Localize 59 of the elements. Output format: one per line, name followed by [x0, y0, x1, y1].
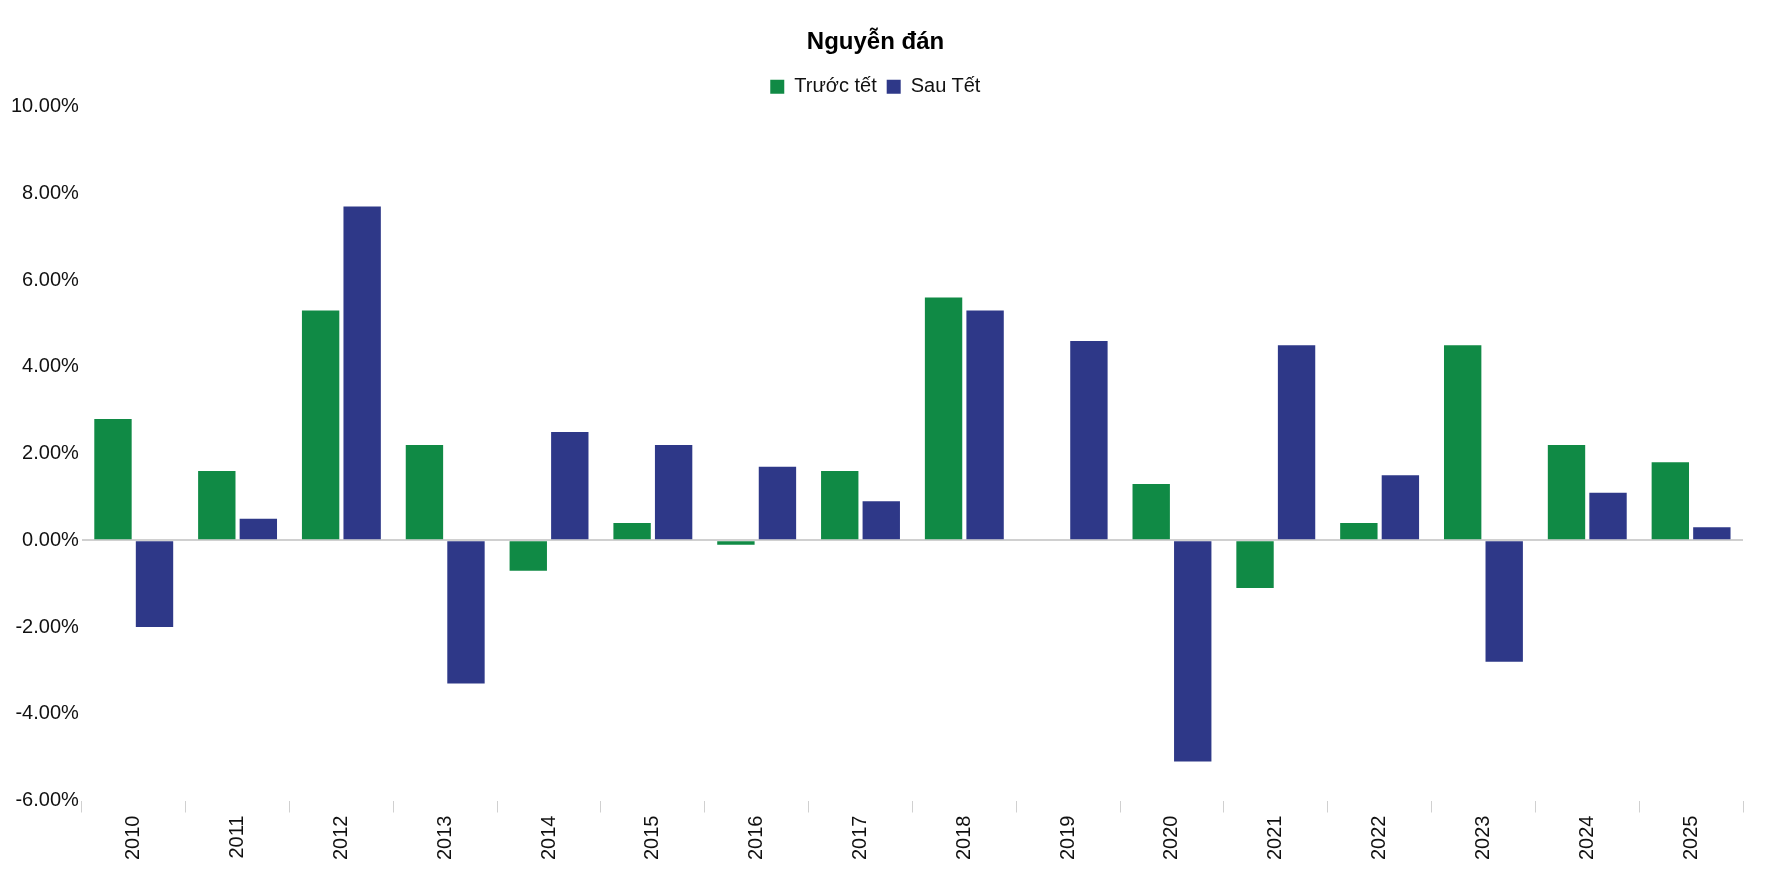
- legend-label: Trước tết: [794, 74, 878, 97]
- bar: [1132, 484, 1170, 540]
- bar: [654, 444, 693, 540]
- x-tick-label: 2014: [536, 815, 559, 861]
- x-tick-label: 2016: [744, 815, 767, 861]
- bar: [1236, 541, 1274, 589]
- bar: [1589, 492, 1627, 540]
- y-tick-label: 2.00%: [22, 441, 80, 464]
- bar: [1651, 462, 1690, 540]
- bar: [1340, 523, 1378, 540]
- x-tick-label: 2018: [951, 815, 974, 861]
- bar: [966, 310, 1004, 540]
- bar: [405, 444, 444, 540]
- bar: [1547, 444, 1586, 540]
- bar: [1381, 475, 1420, 540]
- bar: [94, 418, 132, 540]
- bar: [924, 297, 963, 540]
- x-tick-label: 2022: [1367, 815, 1390, 861]
- bar: [1443, 345, 1482, 540]
- bar: [198, 471, 236, 540]
- x-tick-label: 2010: [121, 815, 144, 861]
- x-tick-label: 2025: [1678, 815, 1701, 861]
- y-tick-label: 4.00%: [22, 354, 80, 377]
- bar: [509, 541, 547, 571]
- bar: [821, 471, 859, 540]
- x-tick-label: 2012: [328, 815, 351, 861]
- bar: [1070, 340, 1108, 540]
- bar: [447, 541, 485, 684]
- bar: [135, 541, 174, 628]
- y-tick-label: -2.00%: [15, 614, 80, 637]
- bar: [1174, 541, 1212, 762]
- bar: [758, 466, 797, 540]
- legend-label: Sau Tết: [910, 74, 981, 97]
- x-tick-label: 2011: [225, 815, 248, 859]
- x-tick-label: 2021: [1263, 815, 1286, 861]
- bar: [1485, 541, 1523, 662]
- y-tick-label: -6.00%: [15, 788, 80, 811]
- bar: [301, 310, 340, 540]
- bar: [717, 541, 755, 545]
- bar: [1277, 345, 1316, 540]
- x-tick-label: 2020: [1159, 815, 1182, 861]
- x-tick-label: 2024: [1574, 815, 1597, 861]
- x-tick-label: 2015: [640, 815, 663, 861]
- x-tick-label: 2013: [432, 815, 455, 861]
- y-tick-label: 10.00%: [10, 94, 80, 117]
- bar: [1693, 527, 1731, 540]
- y-tick-label: 8.00%: [22, 181, 80, 204]
- bar: [343, 206, 381, 540]
- bar: [239, 518, 278, 540]
- y-tick-label: -4.00%: [15, 701, 80, 724]
- bar: [613, 523, 651, 540]
- bar: [551, 431, 589, 540]
- bar: [862, 501, 900, 540]
- x-tick-label: 2017: [848, 815, 871, 861]
- chart-title: Nguyễn đán: [806, 27, 945, 55]
- x-tick-label: 2019: [1055, 815, 1078, 861]
- y-tick-label: 6.00%: [22, 267, 80, 290]
- x-tick-label: 2023: [1470, 815, 1493, 861]
- y-tick-label: 0.00%: [22, 527, 80, 550]
